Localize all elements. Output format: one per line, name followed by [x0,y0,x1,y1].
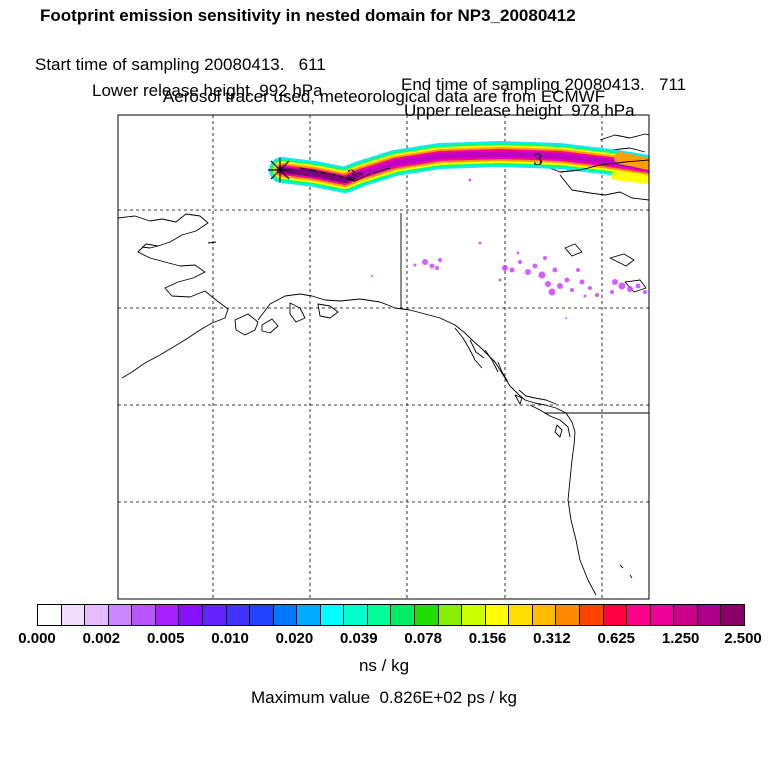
colorbar-swatch [390,605,414,625]
colorbar-tick-label: 0.039 [340,630,378,647]
colorbar-tick-label: 0.005 [146,630,185,647]
map-frame [117,114,650,600]
colorbar-swatch [437,605,462,625]
colorbar-swatch [696,605,721,625]
colorbar-swatch [366,605,391,625]
colorbar-tick-label: 0.010 [211,630,249,647]
colorbar-tick-label: 0.020 [275,630,314,647]
colorbar-units: ns / kg [358,656,410,675]
colorbar-swatch [461,605,485,625]
colorbar-tick-label: 0.156 [468,630,507,647]
colorbar-swatch [508,605,532,625]
colorbar-swatch [154,605,179,625]
colorbar-swatch [38,605,61,625]
colorbar-swatch [602,605,627,625]
colorbar-swatch [484,605,509,625]
colorbar-swatch [626,605,650,625]
colorbar-tick-label: 0.002 [82,630,121,647]
colorbar-swatch [673,605,697,625]
colorbar-tick-label: 0.625 [597,630,636,647]
colorbar-tick-label: 0.312 [533,630,571,647]
colorbar-swatch [649,605,674,625]
asterisk-icon [268,158,292,182]
maximum-value-text: Maximum value 0.826E+02 ps / kg [251,688,517,707]
colorbar-tick-label: 0.078 [404,630,442,647]
colorbar-swatch [201,605,226,625]
tracer-info-text: Aerosol tracer used, meteorological data… [162,87,606,106]
colorbar-swatch [107,605,132,625]
colorbar-swatch [414,605,438,625]
colorbar-swatch [343,605,367,625]
colorbar-tick-label: 1.250 [661,630,700,647]
lower-release-text: Lower release height 992 hPa [92,81,323,100]
start-time-text: Start time of sampling 20080413. 611 [35,55,326,74]
plume-label-day-2: 2 [347,168,356,184]
colorbar-swatch [272,605,297,625]
colorbar-tick-label: 2.500 [724,630,762,647]
colorbar-tick-label: 0.000 [18,630,56,647]
footprint-scatter [371,178,647,319]
colorbar-swatch [531,605,556,625]
coastlines [118,133,649,596]
sampling-time-row: Start time of sampling 20080413. 611 End… [0,35,768,95]
colorbar-swatch [319,605,344,625]
figure-title: Footprint emission sensitivity in nested… [40,6,576,25]
colorbar-swatch [720,605,744,625]
end-time-text: End time of sampling 20080413. 711 [401,75,687,94]
footprint-plume [269,141,649,193]
colorbar-swatch [578,605,603,625]
plume-label-day-3: 3 [533,150,543,169]
footprint-map: 3 2 [117,114,650,600]
colorbar-swatch [249,605,273,625]
colorbar-swatch [225,605,250,625]
colorbar-swatch [84,605,108,625]
colorbar-swatch [296,605,320,625]
colorbar-swatch [178,605,202,625]
colorbar-swatch [60,605,85,625]
colorbar [37,604,745,626]
colorbar-swatch [555,605,579,625]
map-grid [118,115,649,599]
colorbar-swatch [131,605,155,625]
